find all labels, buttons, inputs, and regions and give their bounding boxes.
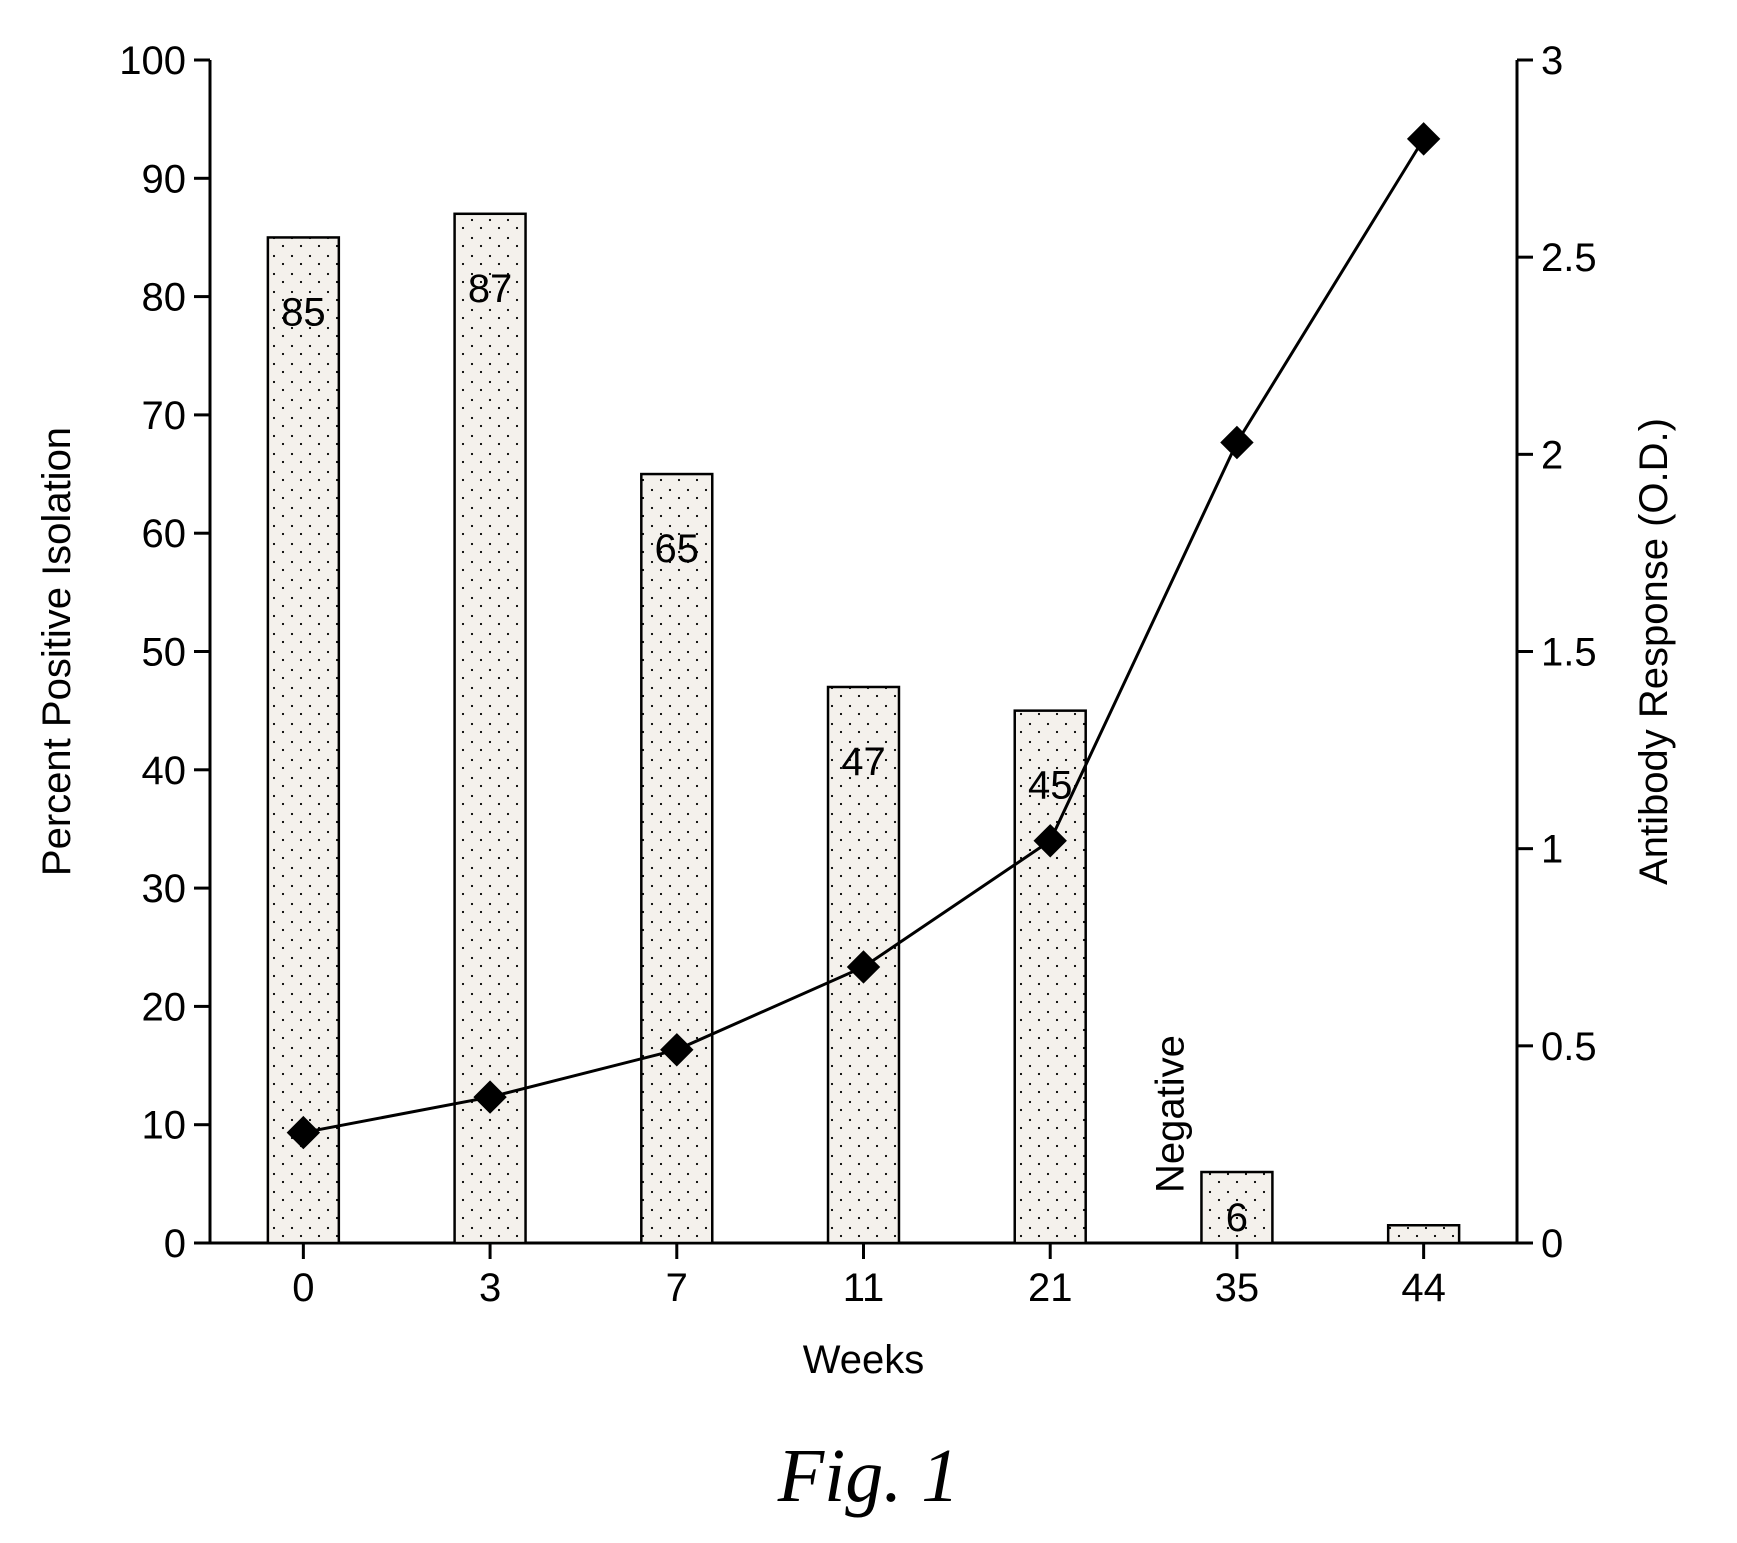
x-tick-label: 21 xyxy=(1028,1266,1073,1310)
x-tick-label: 3 xyxy=(479,1266,501,1310)
y-left-tick-label: 30 xyxy=(142,867,187,911)
chart-svg: 010203040506070809010000.511.522.5303711… xyxy=(0,0,1737,1543)
x-tick-label: 11 xyxy=(843,1266,885,1310)
y-left-tick-label: 80 xyxy=(142,276,187,320)
figure-caption: Fig. 1 xyxy=(0,1433,1737,1520)
y-left-tick-label: 10 xyxy=(142,1104,187,1148)
negative-annotation: Negative xyxy=(1148,1035,1192,1193)
line-marker xyxy=(1408,123,1440,155)
bar-value-label: 6 xyxy=(1226,1196,1248,1240)
y-right-tick-label: 1 xyxy=(1541,828,1563,872)
y-left-tick-label: 90 xyxy=(142,157,187,201)
y-left-tick-label: 50 xyxy=(142,631,187,675)
x-axis-label: Weeks xyxy=(803,1338,925,1382)
bar-value-label: 45 xyxy=(1028,764,1073,808)
y-left-axis-label: Percent Positive Isolation xyxy=(35,427,79,876)
y-right-axis-label: Antibody Response (O.D.) xyxy=(1632,418,1676,885)
y-right-tick-label: 2.5 xyxy=(1541,236,1597,280)
y-left-tick-label: 70 xyxy=(142,394,187,438)
y-left-tick-label: 100 xyxy=(119,39,186,83)
bar-value-label: 47 xyxy=(841,740,886,784)
bar-value-label: 85 xyxy=(281,290,326,334)
bar xyxy=(268,237,339,1243)
y-right-tick-label: 0.5 xyxy=(1541,1025,1597,1069)
y-right-tick-label: 2 xyxy=(1541,433,1563,477)
y-left-tick-label: 0 xyxy=(164,1222,186,1266)
bar xyxy=(1388,1225,1459,1243)
bar xyxy=(641,474,712,1243)
y-right-tick-label: 0 xyxy=(1541,1222,1563,1266)
y-right-tick-label: 3 xyxy=(1541,39,1563,83)
y-left-tick-label: 60 xyxy=(142,512,187,556)
y-right-tick-label: 1.5 xyxy=(1541,631,1597,675)
bar-value-label: 87 xyxy=(468,267,513,311)
bar-value-label: 65 xyxy=(655,527,700,571)
line-marker xyxy=(1221,427,1253,459)
x-tick-label: 44 xyxy=(1401,1266,1446,1310)
x-tick-label: 0 xyxy=(292,1266,314,1310)
x-tick-label: 35 xyxy=(1215,1266,1260,1310)
y-left-tick-label: 40 xyxy=(142,749,187,793)
x-tick-label: 7 xyxy=(666,1266,688,1310)
figure-container: 010203040506070809010000.511.522.5303711… xyxy=(0,0,1737,1543)
y-left-tick-label: 20 xyxy=(142,985,187,1029)
